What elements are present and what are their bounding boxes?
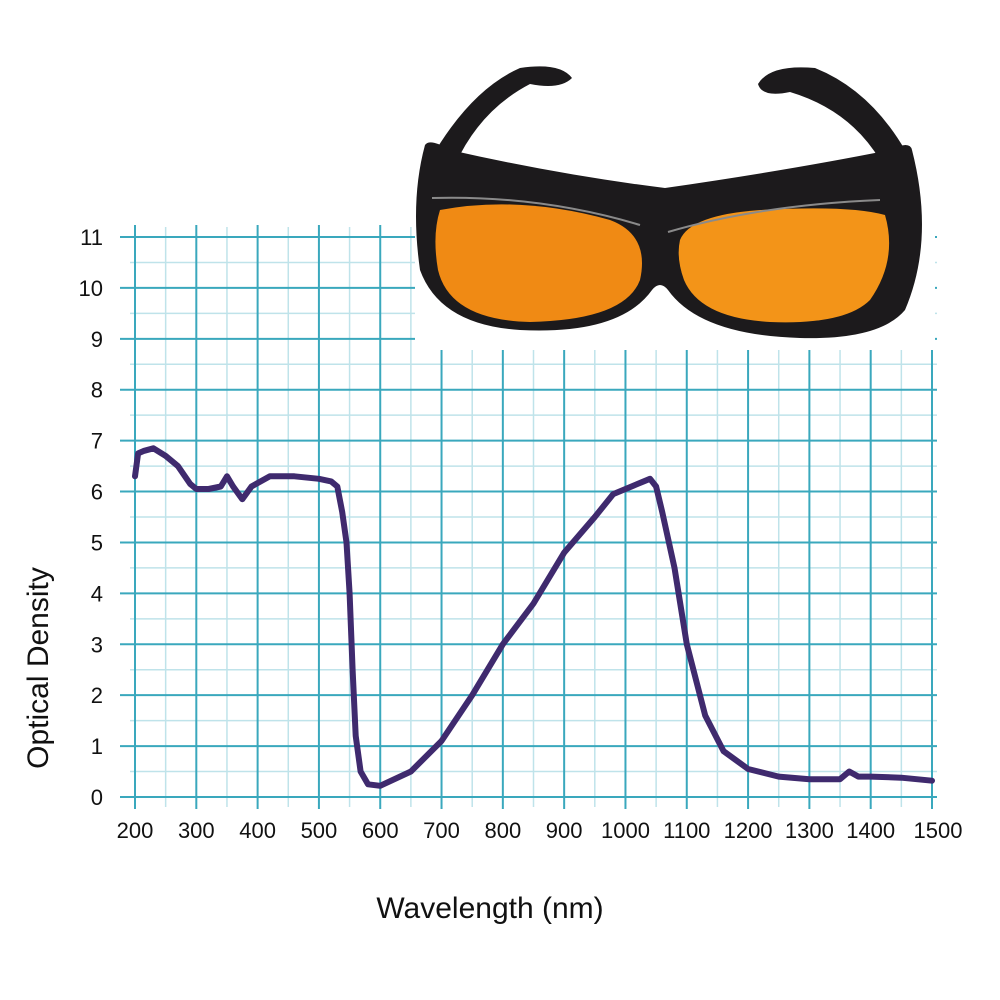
x-axis-label: Wavelength (nm) [376, 892, 603, 925]
data-point [721, 748, 727, 754]
data-point [328, 478, 334, 484]
data-point [224, 473, 230, 479]
y-tick-label: 8 [91, 378, 103, 403]
data-point [377, 783, 383, 789]
data-point [868, 774, 874, 780]
data-point [347, 590, 353, 596]
y-tick-label: 1 [91, 734, 103, 759]
data-point [635, 481, 641, 487]
y-tick-label: 6 [91, 480, 103, 505]
data-point [248, 483, 254, 489]
x-tick-label: 1300 [785, 818, 834, 843]
data-point [365, 781, 371, 787]
x-tick-label: 1100 [663, 818, 710, 843]
data-point [702, 713, 708, 719]
data-point [408, 769, 414, 775]
data-point [353, 733, 359, 739]
data-point [647, 476, 653, 482]
y-tick-label: 9 [91, 327, 103, 352]
data-point [344, 539, 350, 545]
data-point [469, 692, 475, 698]
laser-safety-glasses-photo [415, 66, 935, 350]
x-tick-label: 700 [423, 818, 460, 843]
x-tick-label: 600 [362, 818, 399, 843]
data-point [561, 550, 567, 556]
data-point [187, 481, 193, 487]
data-point [855, 774, 861, 780]
data-point [334, 483, 340, 489]
y-tick-label: 2 [91, 683, 103, 708]
data-point [653, 483, 659, 489]
y-tick-label: 5 [91, 530, 103, 555]
data-point [267, 473, 273, 479]
data-point [239, 496, 245, 502]
data-point [531, 601, 536, 607]
x-tick-label: 1200 [724, 818, 773, 843]
data-point [316, 476, 322, 482]
data-point [610, 491, 616, 497]
data-point [350, 667, 356, 673]
y-tick-label: 11 [80, 225, 103, 250]
data-point [659, 509, 665, 515]
data-point [500, 641, 506, 647]
data-point [193, 486, 199, 492]
data-point [672, 565, 678, 571]
x-tick-label: 500 [301, 818, 338, 843]
x-tick-label: 200 [117, 818, 154, 843]
x-tick-label: 900 [546, 818, 583, 843]
data-point [339, 509, 345, 515]
data-point [929, 778, 935, 784]
data-point [175, 463, 181, 469]
x-tick-label: 300 [178, 818, 215, 843]
x-tick-label: 400 [239, 818, 276, 843]
data-point [846, 769, 852, 775]
data-point [230, 483, 236, 489]
data-point [439, 738, 445, 744]
y-tick-label: 10 [79, 276, 103, 301]
data-point [684, 641, 690, 647]
y-tick-label: 4 [91, 581, 103, 606]
x-tick-label: 1400 [846, 818, 895, 843]
data-point [358, 769, 364, 775]
left-temple [430, 66, 572, 165]
data-point [218, 483, 224, 489]
x-tick-label: 1500 [914, 818, 963, 843]
data-point [837, 776, 843, 782]
left-lens [435, 204, 642, 322]
data-point [141, 448, 147, 454]
data-point [622, 486, 628, 492]
data-point [206, 486, 212, 492]
x-tick-labels: 200 300 400 500 600 700 800 900 1000 1100 1200 1300… [117, 818, 963, 843]
frame-highlight [431, 196, 881, 233]
series-curve [132, 445, 935, 789]
data-point [132, 473, 138, 479]
data-point [776, 774, 782, 780]
y-tick-labels: 0 1 2 3 4 5 6 7 8 9 10 11 [79, 225, 103, 810]
data-point [150, 445, 156, 451]
right-lens [678, 208, 890, 323]
y-axis-label: Optical Density [22, 567, 55, 769]
data-point [291, 473, 297, 479]
data-point [135, 450, 141, 456]
data-point [745, 766, 751, 772]
right-temple [758, 67, 905, 160]
y-tick-label: 0 [91, 785, 103, 810]
x-tick-label: 1000 [601, 818, 650, 843]
data-point [163, 453, 169, 459]
y-tick-label: 3 [91, 632, 103, 657]
data-point [898, 775, 904, 781]
data-point [806, 776, 812, 782]
data-point [592, 514, 598, 520]
x-tick-label: 800 [484, 818, 521, 843]
y-tick-label: 7 [91, 429, 103, 454]
